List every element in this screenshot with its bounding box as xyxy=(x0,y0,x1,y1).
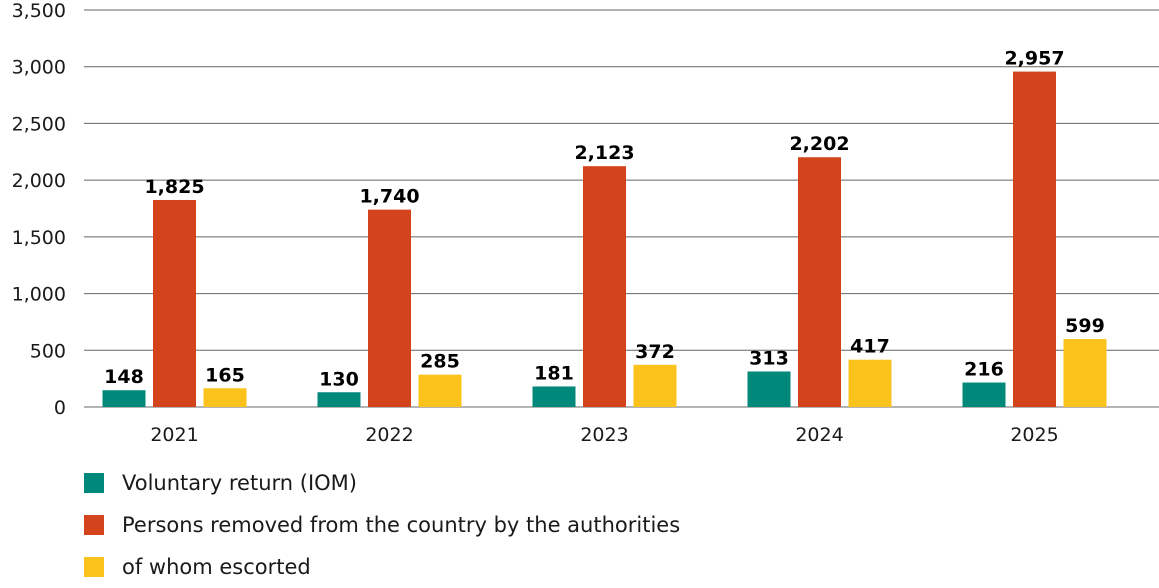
y-axis-ticks: 0 500 1,000 1,500 2,000 2,500 3,000 3,500 xyxy=(12,0,66,419)
bar xyxy=(1063,339,1107,407)
legend-swatch xyxy=(84,473,104,493)
data-label: 165 xyxy=(205,364,245,386)
x-tick-label: 2024 xyxy=(795,424,843,446)
x-tick-label: 2021 xyxy=(150,424,198,446)
data-label: 130 xyxy=(319,368,359,390)
data-label: 2,123 xyxy=(574,142,634,164)
y-tick-label: 0 xyxy=(54,397,66,419)
bars xyxy=(102,71,1107,408)
data-label: 181 xyxy=(534,362,574,384)
data-label: 148 xyxy=(104,366,144,388)
bar xyxy=(1013,71,1056,408)
legend: Voluntary return (IOM) Persons removed fr… xyxy=(84,462,680,588)
data-label: 417 xyxy=(850,336,890,358)
bar xyxy=(633,364,677,407)
data-label: 1,825 xyxy=(144,176,204,198)
legend-label: Persons removed from the country by the … xyxy=(122,513,681,537)
legend-item: of whom escorted xyxy=(84,546,680,588)
bar xyxy=(102,390,146,407)
data-label: 599 xyxy=(1065,315,1105,337)
data-label: 372 xyxy=(635,341,675,363)
bar xyxy=(848,359,892,407)
data-label: 1,740 xyxy=(359,186,419,208)
x-tick-label: 2023 xyxy=(580,424,628,446)
data-label: 2,202 xyxy=(789,133,849,155)
data-label: 285 xyxy=(420,351,460,373)
legend-swatch xyxy=(84,515,104,535)
x-axis-ticks: 2021 2022 2023 2024 2025 xyxy=(150,424,1058,446)
bar-chart: 0 500 1,000 1,500 2,000 2,500 3,000 3,500 148 1,… xyxy=(12,0,1159,446)
data-label: 216 xyxy=(964,358,1004,380)
legend-item: Voluntary return (IOM) xyxy=(84,462,680,504)
y-tick-label: 2,000 xyxy=(12,170,66,192)
bar xyxy=(317,392,361,407)
y-tick-label: 1,000 xyxy=(12,284,66,306)
legend-swatch xyxy=(84,557,104,577)
bar xyxy=(532,386,576,407)
bar xyxy=(583,166,626,407)
data-labels: 148 1,825 165 130 1,740 285 181 2,123 372 313 2,20… xyxy=(104,48,1105,391)
data-label: 2,957 xyxy=(1004,48,1064,70)
bar xyxy=(368,209,411,407)
legend-label: of whom escorted xyxy=(122,555,311,579)
bar xyxy=(747,371,791,407)
y-tick-label: 3,500 xyxy=(12,0,66,22)
bar xyxy=(153,199,196,407)
data-label: 313 xyxy=(749,347,789,369)
y-tick-label: 500 xyxy=(30,340,66,362)
bar xyxy=(798,157,841,407)
bar xyxy=(962,382,1006,407)
bar xyxy=(203,388,247,407)
legend-label: Voluntary return (IOM) xyxy=(122,471,357,495)
x-tick-label: 2025 xyxy=(1010,424,1058,446)
x-tick-label: 2022 xyxy=(365,424,413,446)
y-tick-label: 2,500 xyxy=(12,113,66,135)
legend-item: Persons removed from the country by the … xyxy=(84,504,680,546)
bar xyxy=(418,374,462,407)
y-tick-label: 3,000 xyxy=(12,57,66,79)
y-tick-label: 1,500 xyxy=(12,227,66,249)
